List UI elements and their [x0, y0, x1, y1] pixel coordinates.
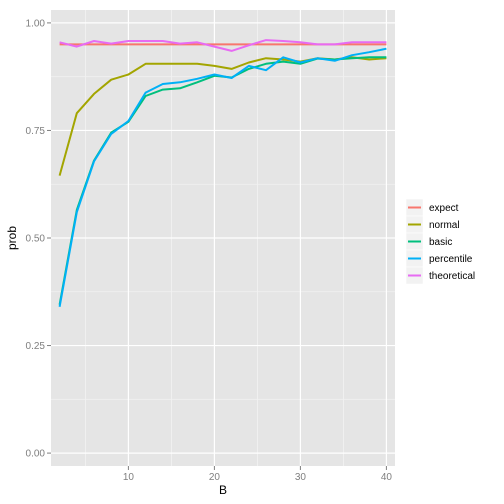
y-tick-label: 0.00	[26, 449, 46, 460]
x-axis-title: B	[219, 483, 227, 497]
x-tick-label: 30	[295, 472, 307, 483]
legend-label-normal: normal	[429, 220, 460, 231]
y-tick-label: 0.75	[26, 126, 46, 137]
y-axis-title: prob	[5, 226, 19, 250]
series-line-percentile	[58, 47, 387, 307]
legend-label-percentile: percentile	[429, 254, 473, 265]
x-tick-label: 20	[209, 472, 221, 483]
series-line-theoretical	[59, 39, 387, 52]
legend-label-basic: basic	[429, 237, 452, 248]
y-tick-label: 1.00	[26, 18, 46, 29]
series-lines	[58, 39, 387, 307]
legend: expect normal basic percentile theoretical	[405, 198, 475, 285]
major-gridlines	[51, 10, 395, 466]
y-tick-label: 0.25	[26, 341, 46, 352]
legend-label-theoretical: theoretical	[429, 271, 475, 282]
y-tick-label: 0.50	[26, 234, 46, 245]
y-axis-ticks: 0.00 0.25 0.50 0.75 1.00	[26, 18, 51, 460]
x-tick-label: 10	[123, 472, 135, 483]
x-tick-label: 40	[381, 472, 393, 483]
x-axis-ticks: 10 20 30 40	[123, 466, 393, 483]
legend-label-expect: expect	[429, 203, 459, 214]
